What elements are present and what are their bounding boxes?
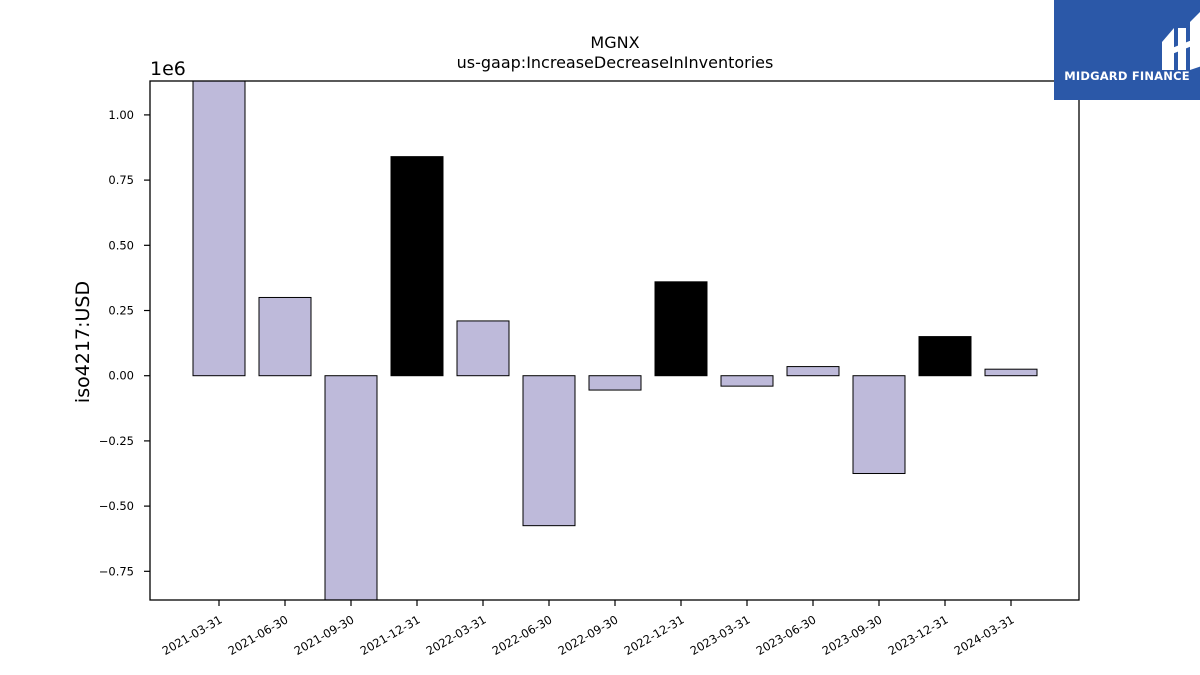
y-tick-label: 0.75	[108, 173, 134, 187]
y-axis-label: iso4217:USD	[72, 281, 94, 403]
bar-2021-09-30	[324, 375, 378, 601]
x-tick-label: 2021-09-30	[292, 612, 357, 658]
x-tick-label: 2022-06-30	[490, 612, 555, 658]
x-axis-ticks: 2021-03-31 2021-06-30 2021-09-30 2021-12-31…	[160, 600, 1017, 658]
bar-2022-06-30	[522, 375, 576, 527]
bar-2021-06-30	[258, 296, 312, 377]
plot-frame	[149, 80, 1080, 601]
bars-group	[192, 80, 1038, 601]
x-tick-label: 2022-09-30	[556, 612, 621, 658]
y-tick-label: 0.00	[108, 369, 134, 383]
x-tick-label: 2023-12-31	[886, 612, 951, 658]
x-tick-label: 2021-06-30	[226, 612, 291, 658]
x-tick-label: 2022-12-31	[622, 612, 687, 658]
brand-logo: MIDGARD FINANCE	[1054, 0, 1200, 100]
bar-2023-12-31	[918, 336, 972, 377]
x-tick-label: 2023-06-30	[754, 612, 819, 658]
y-tick-label: −0.25	[99, 434, 134, 448]
x-tick-label: 2023-03-31	[688, 612, 753, 658]
y-tick-label: 0.50	[108, 238, 134, 252]
bar-2022-12-31	[654, 281, 708, 377]
x-tick-label: 2021-12-31	[358, 612, 423, 658]
bar-2022-03-31	[456, 320, 510, 377]
bar-2021-12-31	[390, 156, 444, 377]
y-tick-label: −0.75	[99, 564, 134, 578]
bar-2023-09-30	[852, 375, 906, 475]
x-tick-label: 2023-09-30	[820, 612, 885, 658]
y-tick-label: −0.50	[99, 499, 134, 513]
bar-2022-09-30	[588, 375, 642, 391]
y-tick-label: 1.00	[108, 108, 134, 122]
logo-mark-icon	[1162, 12, 1200, 70]
chart-subtitle: us-gaap:IncreaseDecreaseInInventories	[457, 53, 774, 72]
bar-2023-03-31	[720, 375, 774, 387]
chart-title: MGNX	[590, 33, 639, 52]
logo-text: MIDGARD FINANCE	[1064, 69, 1190, 83]
y-tick-label: 0.25	[108, 304, 134, 318]
bar-2021-03-31	[192, 80, 246, 377]
bar-2023-06-30	[786, 366, 840, 377]
x-tick-label: 2024-03-31	[952, 612, 1017, 658]
bar-2024-03-31	[984, 368, 1038, 377]
x-tick-label: 2022-03-31	[424, 612, 489, 658]
x-tick-label: 2021-03-31	[160, 612, 225, 658]
y-axis-ticks: −0.75 −0.50 −0.25 0.00 0.25 0.50 0.75 1.00	[99, 108, 150, 578]
y-offset-label: 1e6	[150, 58, 186, 80]
